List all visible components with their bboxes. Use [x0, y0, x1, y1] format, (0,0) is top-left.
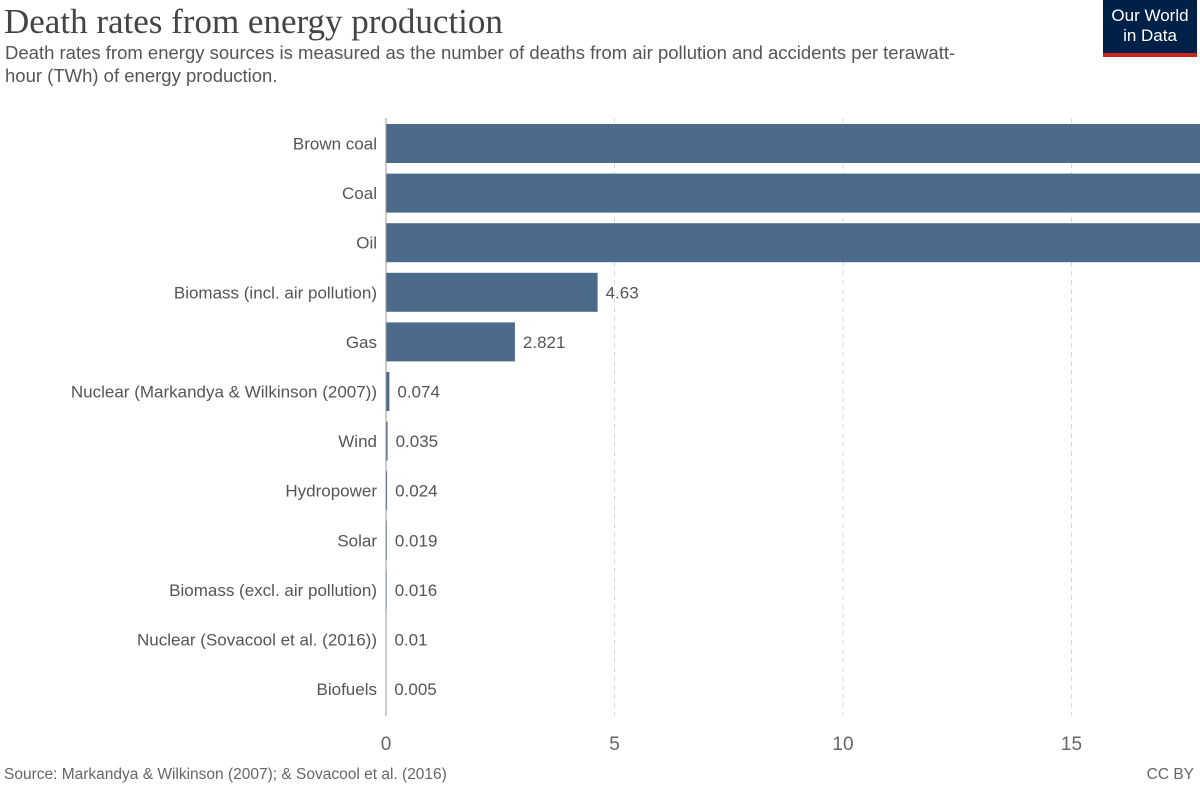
category-label: Biofuels	[317, 680, 377, 699]
category-label: Solar	[337, 531, 377, 550]
bar	[386, 322, 515, 362]
category-label: Brown coal	[293, 135, 377, 154]
value-label: 0.074	[397, 383, 440, 402]
value-label: 0.01	[394, 631, 427, 650]
category-label: Biomass (incl. air pollution)	[174, 283, 377, 302]
source-note: Source: Markandya & Wilkinson (2007); & …	[4, 766, 447, 783]
license-label[interactable]: CC BY	[1146, 766, 1194, 783]
x-tick-label-0: 0	[381, 734, 392, 755]
value-label: 4.63	[606, 283, 639, 302]
value-label: 0.019	[395, 531, 438, 550]
category-label: Hydropower	[285, 482, 377, 501]
bar	[386, 421, 388, 461]
category-label: Nuclear (Sovacool et al. (2016))	[137, 631, 377, 650]
value-label: 0.005	[394, 680, 437, 699]
x-tick-label-15: 15	[1061, 734, 1082, 755]
bar	[386, 223, 1200, 263]
category-label: Gas	[346, 333, 377, 352]
category-label: Coal	[342, 184, 377, 203]
value-label: 2.821	[523, 333, 566, 352]
value-label: 0.035	[396, 432, 439, 451]
logo-line-2: in Data	[1123, 26, 1177, 45]
bar	[386, 471, 388, 511]
x-tick-label-5: 5	[609, 734, 620, 755]
value-label: 0.024	[395, 482, 438, 501]
category-label: Nuclear (Markandya & Wilkinson (2007))	[71, 383, 377, 402]
bar	[386, 124, 1200, 163]
bar	[386, 173, 1200, 213]
logo-line-1: Our World	[1111, 6, 1189, 25]
chart-title: Death rates from energy production	[4, 2, 503, 41]
value-label: 0.016	[395, 581, 438, 600]
bar	[386, 272, 598, 312]
category-label: Wind	[338, 432, 377, 451]
x-tick-label-10: 10	[832, 734, 853, 755]
category-label: Oil	[356, 234, 377, 253]
category-label: Biomass (excl. air pollution)	[169, 581, 377, 600]
owid-logo[interactable]: Our World in Data	[1103, 0, 1197, 57]
bar	[386, 372, 390, 411]
chart-subtitle: Death rates from energy sources is measu…	[5, 42, 956, 86]
